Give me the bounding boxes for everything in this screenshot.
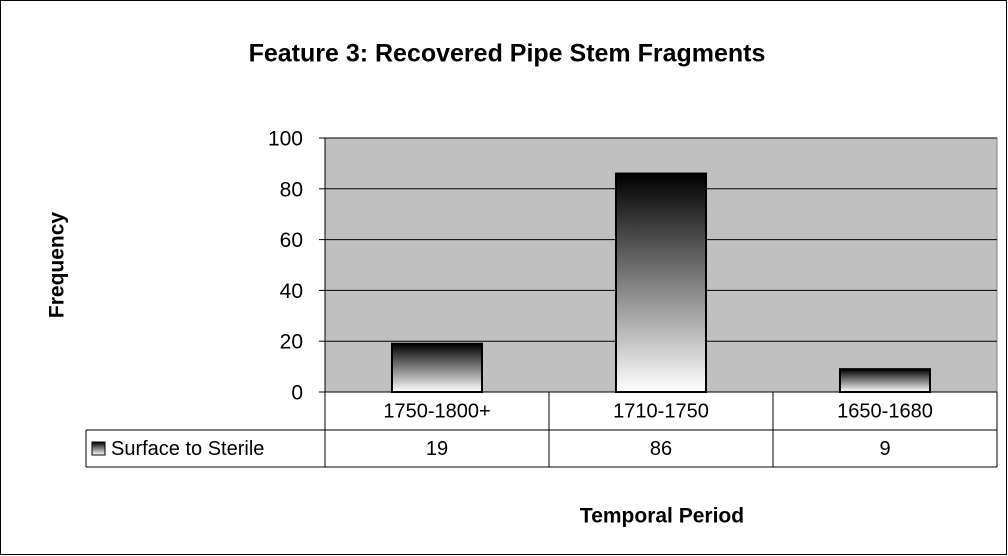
y-tick-label: 0 — [291, 382, 303, 405]
legend-label: Surface to Sterile — [111, 438, 264, 460]
x-tick-label: 1650-1680 — [837, 400, 933, 422]
bar — [391, 342, 483, 393]
y-tick-label: 20 — [280, 331, 303, 354]
y-tick-label: 60 — [280, 229, 303, 252]
y-tick-label: 80 — [280, 178, 303, 201]
x-tick-label: 1710-1750 — [613, 400, 709, 422]
bar — [615, 172, 707, 393]
table-value: 9 — [879, 438, 890, 460]
x-axis-title: Temporal Period — [580, 505, 744, 528]
y-axis-title: Frequency — [46, 212, 69, 319]
y-tick-label: 100 — [268, 128, 303, 151]
x-tick-label: 1750-1800+ — [383, 400, 490, 422]
bar — [839, 368, 931, 394]
legend-swatch — [91, 441, 106, 456]
chart-title: Feature 3: Recovered Pipe Stem Fragments — [249, 40, 766, 68]
table-value: 19 — [426, 438, 448, 460]
y-tick-label: 40 — [280, 280, 303, 303]
table-value: 86 — [650, 438, 672, 460]
